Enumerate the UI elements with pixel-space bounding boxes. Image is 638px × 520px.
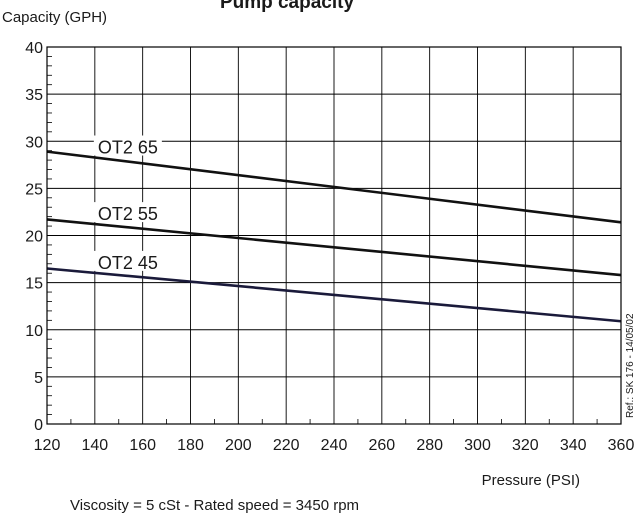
x-tick-label: 360 — [608, 437, 635, 454]
y-axis-title: Capacity (GPH) — [2, 9, 107, 26]
plot-frame — [46, 46, 622, 425]
series-line — [46, 267, 622, 323]
reference-note: Ref.: SK 176 - 14/05/02 — [625, 313, 636, 418]
x-tick-label: 180 — [177, 437, 204, 454]
x-axis-ticks: 120 140 160 180 200 220 240 260 280 300 320 340 360 — [34, 419, 635, 454]
y-axis-ticks: 0 5 10 15 20 25 30 35 40 — [25, 40, 52, 434]
series-labels: OT2 65 OT2 55 OT2 45 — [93, 135, 162, 273]
series-lines — [46, 150, 622, 323]
series-line — [46, 218, 622, 277]
series-label-background — [93, 202, 162, 223]
x-tick-label: 240 — [321, 437, 348, 454]
x-tick-label: 300 — [464, 437, 491, 454]
y-tick-label: 5 — [34, 370, 43, 387]
series-label: OT2 65 — [98, 138, 158, 158]
y-tick-label: 10 — [25, 323, 43, 340]
y-tick-label: 30 — [25, 134, 43, 151]
y-tick-label: 0 — [34, 417, 43, 434]
x-axis-title: Pressure (PSI) — [482, 472, 580, 489]
chart-title: Pump capacity — [220, 0, 355, 13]
y-tick-label: 20 — [25, 229, 43, 246]
grid — [47, 47, 621, 424]
y-tick-label: 40 — [25, 40, 43, 57]
footnote-text: Viscosity = 5 cSt - Rated speed = 3450 r… — [70, 497, 359, 514]
y-tick-label: 25 — [25, 181, 43, 198]
x-tick-label: 260 — [368, 437, 395, 454]
series-label-background — [93, 135, 162, 156]
series-label: OT2 45 — [98, 253, 158, 273]
series-label-background — [93, 250, 162, 271]
x-tick-label: 200 — [225, 437, 252, 454]
series-label: OT2 55 — [98, 204, 158, 224]
x-tick-label: 160 — [129, 437, 156, 454]
x-tick-label: 340 — [560, 437, 587, 454]
x-tick-label: 120 — [34, 437, 61, 454]
y-tick-label: 35 — [25, 87, 43, 104]
series-line — [46, 150, 622, 224]
x-tick-label: 140 — [81, 437, 108, 454]
x-tick-label: 220 — [273, 437, 300, 454]
x-tick-label: 280 — [416, 437, 443, 454]
y-tick-label: 15 — [25, 276, 43, 293]
x-tick-label: 320 — [512, 437, 539, 454]
